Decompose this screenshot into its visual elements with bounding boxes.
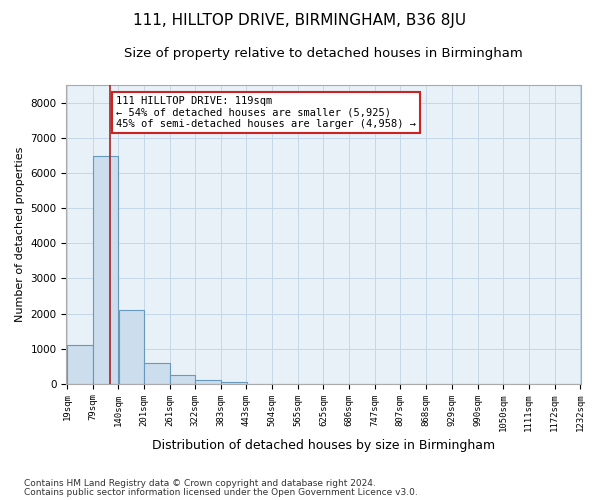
Bar <box>170 375 195 384</box>
Bar <box>144 364 170 384</box>
Y-axis label: Number of detached properties: Number of detached properties <box>15 147 25 322</box>
Bar <box>196 380 221 384</box>
Bar <box>221 382 247 384</box>
Bar <box>119 310 144 384</box>
Text: 111, HILLTOP DRIVE, BIRMINGHAM, B36 8JU: 111, HILLTOP DRIVE, BIRMINGHAM, B36 8JU <box>133 12 467 28</box>
Bar <box>93 156 118 384</box>
Title: Size of property relative to detached houses in Birmingham: Size of property relative to detached ho… <box>124 48 523 60</box>
Text: 111 HILLTOP DRIVE: 119sqm
← 54% of detached houses are smaller (5,925)
45% of se: 111 HILLTOP DRIVE: 119sqm ← 54% of detac… <box>116 96 416 129</box>
Text: Contains public sector information licensed under the Open Government Licence v3: Contains public sector information licen… <box>24 488 418 497</box>
Bar <box>67 345 93 384</box>
Text: Contains HM Land Registry data © Crown copyright and database right 2024.: Contains HM Land Registry data © Crown c… <box>24 479 376 488</box>
X-axis label: Distribution of detached houses by size in Birmingham: Distribution of detached houses by size … <box>152 440 496 452</box>
